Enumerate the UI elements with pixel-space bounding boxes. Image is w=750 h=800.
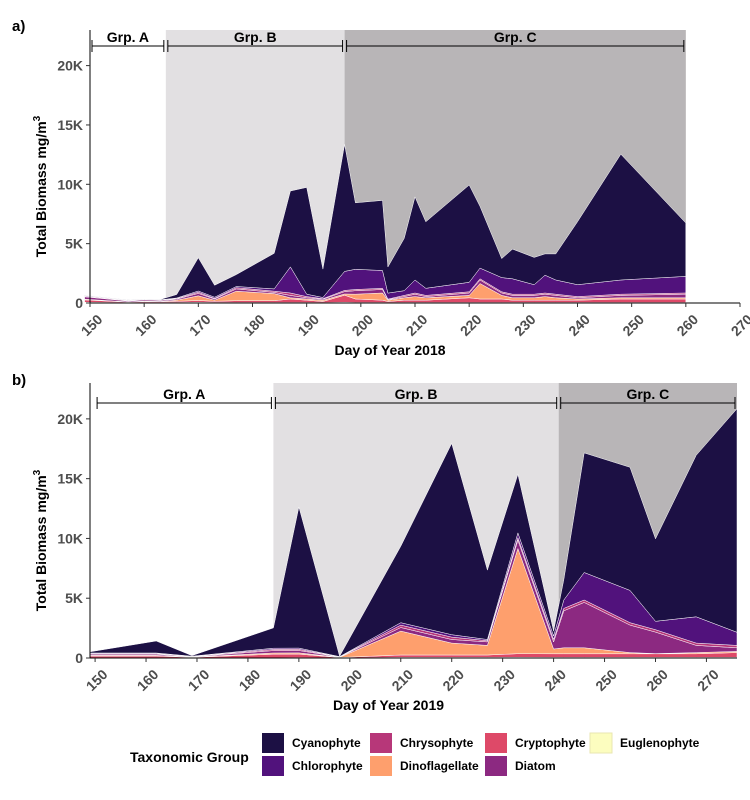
y-tick-label: 5K [65, 590, 83, 606]
x-axis-title: Day of Year 2019 [333, 697, 444, 713]
x-tick-label: 270 [694, 666, 722, 694]
y-axis-title-superscript: 3 [32, 115, 43, 121]
x-tick-label: 210 [403, 311, 431, 339]
x-tick-label: 190 [287, 666, 315, 694]
x-tick-label: 160 [132, 311, 160, 339]
x-tick-label: 150 [78, 311, 106, 339]
group-label: Grp. C [494, 29, 537, 45]
x-tick-label: 190 [294, 311, 322, 339]
legend-swatch-dinoflagellate [370, 756, 392, 776]
x-tick-label: 240 [565, 311, 593, 339]
x-tick-label: 180 [236, 666, 264, 694]
panel-tag: b) [12, 372, 26, 389]
group-label: Grp. B [395, 386, 438, 402]
y-tick-label: 0 [75, 650, 83, 666]
x-tick-label: 160 [134, 666, 162, 694]
panel-tag: a) [12, 18, 25, 35]
x-tick-label: 210 [388, 666, 416, 694]
legend-label-cryptophyte: Cryptophyte [515, 736, 586, 750]
x-tick-label: 260 [643, 666, 671, 694]
y-tick-label: 20K [57, 58, 83, 74]
x-tick-label: 230 [511, 311, 539, 339]
panel-b-2019: b) Grp. A Grp. B Grp. C 0 5K 10K 15K 20K 150 160 17… [12, 372, 738, 713]
legend-label-dinoflagellate: Dinoflagellate [400, 759, 479, 773]
y-tick-label: 20K [57, 411, 83, 427]
x-axis-title: Day of Year 2018 [334, 342, 445, 358]
x-tick-label: 200 [348, 311, 376, 339]
x-tick-label: 200 [337, 666, 365, 694]
legend-label-chrysophyte: Chrysophyte [400, 736, 474, 750]
x-tick-label: 180 [240, 311, 268, 339]
y-tick-label: 0 [75, 295, 83, 311]
x-tick-label: 250 [619, 311, 647, 339]
legend-swatch-diatom [485, 756, 507, 776]
y-tick-label: 5K [65, 236, 83, 252]
y-axis-title: Total Biomass mg/m3 [32, 469, 49, 611]
y-axis-title-text: Total Biomass mg/m [33, 475, 49, 611]
group-label: Grp. A [163, 386, 205, 402]
x-tick-label: 170 [186, 311, 214, 339]
x-tick-label: 230 [490, 666, 518, 694]
x-tick-label: 270 [728, 311, 750, 339]
x-tick-label: 260 [673, 311, 701, 339]
legend-swatch-cryptophyte [485, 733, 507, 753]
legend-label-cyanophyte: Cyanophyte [292, 736, 361, 750]
legend-label-euglenophyte: Euglenophyte [620, 736, 700, 750]
x-tick-label: 240 [541, 666, 569, 694]
group-label: Grp. A [107, 29, 149, 45]
y-tick-label: 10K [57, 530, 83, 546]
x-tick-label: 250 [592, 666, 620, 694]
group-label: Grp. B [234, 29, 277, 45]
legend-swatch-chrysophyte [370, 733, 392, 753]
x-tick-label: 150 [83, 666, 111, 694]
area-cyanophyte [89, 408, 738, 657]
area-cyanophyte [84, 144, 687, 301]
y-tick-label: 15K [57, 471, 83, 487]
legend: Taxonomic Group Cyanophyte Chlorophyte Chr… [130, 732, 700, 776]
y-tick-label: 10K [57, 176, 83, 192]
y-axis-title: Total Biomass mg/m3 [32, 115, 49, 257]
legend-title: Taxonomic Group [130, 749, 249, 765]
x-tick-label: 220 [439, 666, 467, 694]
legend-swatch-euglenophyte [589, 732, 613, 754]
x-tick-label: 220 [457, 311, 485, 339]
y-axis-title-text: Total Biomass mg/m [33, 121, 49, 257]
legend-swatch-chlorophyte [262, 756, 284, 776]
legend-swatch-cyanophyte [262, 733, 284, 753]
group-label: Grp. C [626, 386, 669, 402]
legend-label-chlorophyte: Chlorophyte [292, 759, 363, 773]
panel-a-2018: a) Grp. A Grp. B Grp. C 0 5K 10K 15K 20K 150 160 17… [12, 18, 750, 358]
y-tick-label: 15K [57, 117, 83, 133]
x-tick-label: 170 [185, 666, 213, 694]
legend-label-diatom: Diatom [515, 759, 556, 773]
y-axis-title-superscript: 3 [32, 469, 43, 475]
